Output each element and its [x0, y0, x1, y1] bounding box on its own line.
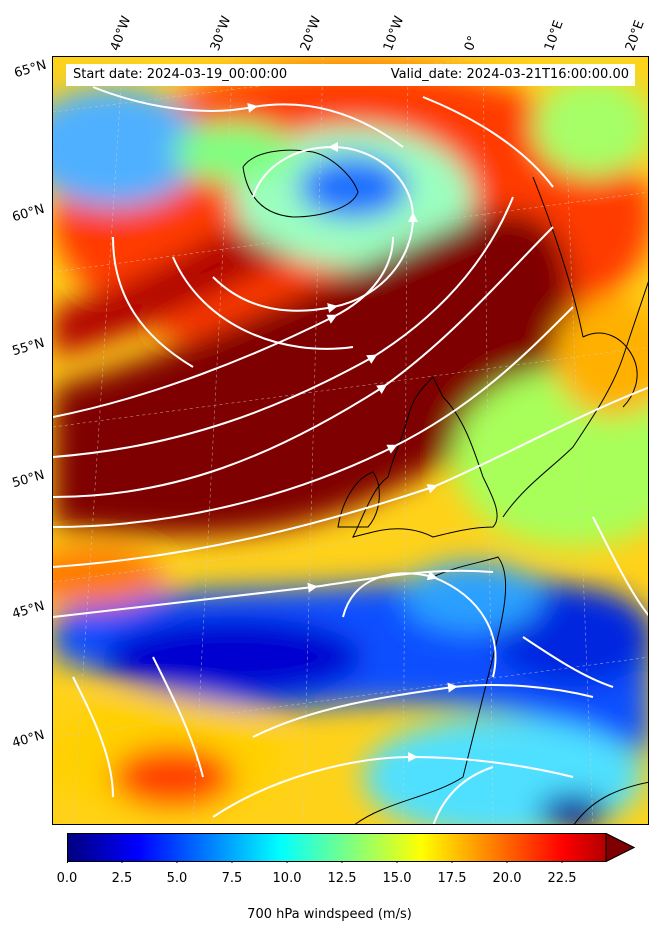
lon-label: 10°E — [541, 18, 567, 53]
lon-label: 10°W — [380, 14, 408, 53]
windspeed-field — [53, 67, 648, 824]
valid-date: Valid_date: 2024-03-21T16:00:00.00 — [390, 67, 629, 82]
colorbar-tick: 7.5 — [221, 871, 243, 886]
colorbar — [67, 833, 636, 863]
lon-label: 40°W — [107, 14, 135, 53]
ireland-coast — [337, 471, 380, 528]
lat-label: 65°N — [12, 57, 49, 82]
colorbar-label: 700 hPa windspeed (m/s) — [247, 907, 412, 922]
map-panel[interactable] — [52, 56, 649, 825]
date-header: Start date: 2024-03-19_00:00:00 Valid_da… — [66, 64, 635, 86]
colorbar-tick: 12.5 — [327, 871, 357, 886]
colorbar-tick: 5.0 — [166, 871, 188, 886]
lat-label: 60°N — [10, 201, 47, 226]
coastlines — [242, 149, 648, 824]
lat-label: 55°N — [10, 335, 47, 360]
windspeed-map — [53, 57, 648, 824]
colorbar-tick: 22.5 — [547, 871, 577, 886]
norway-coast — [532, 176, 584, 338]
lon-label: 20°W — [297, 14, 325, 53]
lon-label: 30°W — [207, 14, 235, 53]
colorbar-tick: 20.0 — [492, 871, 522, 886]
lat-label: 40°N — [10, 727, 47, 752]
lon-label: 0° — [461, 33, 482, 53]
colorbar-tick: 17.5 — [437, 871, 467, 886]
lat-label: 50°N — [10, 467, 47, 492]
britain-coast — [352, 376, 498, 538]
streamlines — [53, 86, 648, 824]
colorbar-tick: 2.5 — [111, 871, 133, 886]
lat-label: 45°N — [10, 598, 47, 623]
start-date: Start date: 2024-03-19_00:00:00 — [73, 67, 288, 82]
colorbar-tick: 0.0 — [56, 871, 78, 886]
continent-coast — [502, 281, 648, 518]
north-africa-coast — [573, 781, 648, 824]
colorbar-tick: 15.0 — [382, 871, 412, 886]
colorbar-tick: 10.0 — [272, 871, 302, 886]
lon-label: 20°E — [622, 18, 648, 53]
france-spain-coast — [354, 556, 507, 824]
